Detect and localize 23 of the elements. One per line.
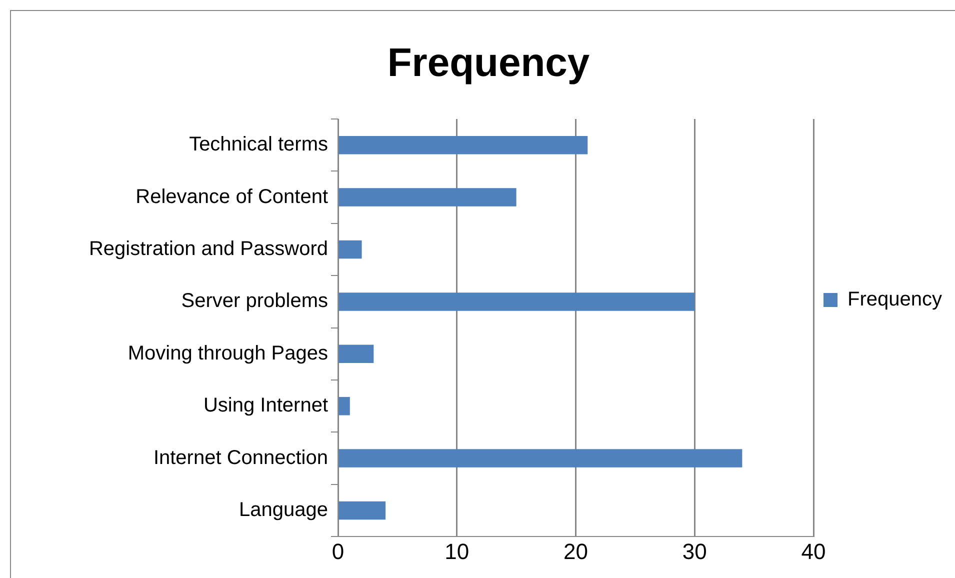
- y-tick-label: Technical terms: [189, 134, 328, 156]
- y-tick-label: Language: [239, 499, 328, 522]
- x-tick-label: 0: [332, 538, 344, 564]
- legend-label: Frequency: [848, 288, 942, 311]
- y-tick-label: Server problems: [181, 290, 328, 312]
- chart-title: Frequency: [387, 41, 590, 86]
- x-tick-label: 10: [444, 538, 470, 564]
- y-tick-label: Using Internet: [203, 394, 328, 417]
- bar: [338, 188, 516, 206]
- bar: [338, 396, 350, 416]
- x-tick-label: 30: [682, 538, 707, 564]
- bar: [338, 344, 374, 364]
- bar: [338, 501, 386, 520]
- y-tick-label: Relevance of Content: [136, 186, 328, 208]
- y-tick-label: Internet Connection: [153, 446, 328, 469]
- x-tick-label: 40: [801, 538, 826, 564]
- bar: [338, 240, 362, 259]
- bar: [338, 449, 742, 468]
- y-tick-label: Registration and Password: [88, 238, 328, 260]
- y-tick-label: Moving through Pages: [128, 342, 328, 364]
- x-tick-label: 20: [564, 538, 588, 564]
- bar: [338, 136, 588, 154]
- bar: [338, 292, 695, 311]
